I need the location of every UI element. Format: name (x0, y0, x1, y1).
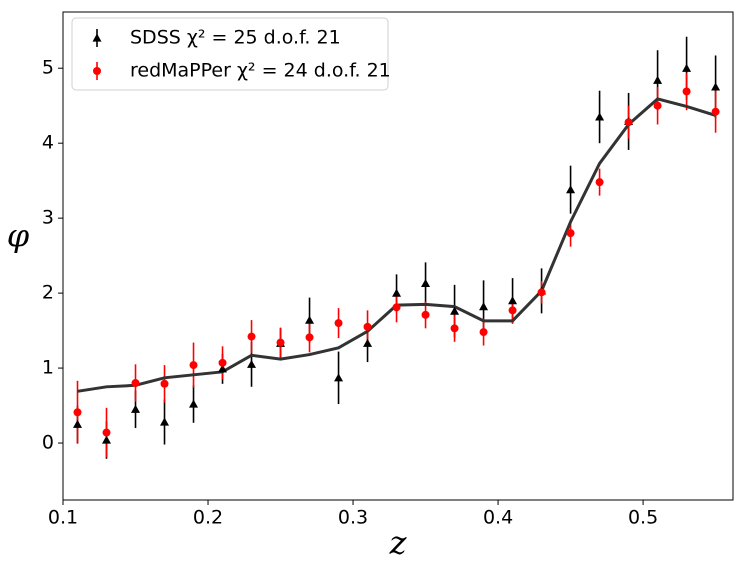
data-point (653, 101, 662, 110)
y-tick-label: 1 (42, 357, 54, 379)
model-line (77, 97, 717, 393)
data-point (479, 302, 489, 311)
plot-frame (62, 11, 734, 501)
y-tick-label: 5 (42, 57, 54, 79)
data-point (305, 333, 314, 342)
legend-label: SDSS χ² = 25 d.o.f. 21 (130, 27, 341, 49)
data-point (421, 278, 431, 287)
data-point (247, 332, 256, 341)
y-tick-label: 4 (42, 132, 54, 154)
x-tick-label: 0.5 (628, 507, 658, 529)
data-point (450, 306, 460, 315)
y-tick-label: 0 (42, 432, 54, 454)
data-point (392, 303, 401, 312)
data-point (334, 373, 344, 382)
data-point (363, 322, 372, 331)
data-point (334, 319, 343, 328)
data-point (595, 112, 605, 121)
data-point (711, 107, 720, 116)
x-tick-label: 0.4 (483, 507, 513, 529)
data-point (189, 399, 199, 408)
data-point (102, 435, 112, 444)
y-axis-label: φ (7, 217, 30, 255)
data-point (247, 359, 257, 368)
data-point (595, 178, 604, 187)
data-point (102, 428, 111, 437)
data-point (508, 306, 517, 315)
data-point (73, 408, 82, 417)
legend-box (71, 17, 389, 91)
data-point (711, 82, 721, 91)
legend-label: redMaPPer χ² = 24 d.o.f. 21 (130, 60, 391, 82)
y-tick-label: 3 (42, 207, 54, 229)
data-point (160, 417, 170, 426)
data-point (508, 296, 518, 305)
data-point (682, 87, 691, 96)
data-point (566, 185, 576, 194)
data-point (363, 338, 373, 347)
data-point (450, 324, 459, 333)
data-point (537, 288, 546, 297)
x-axis-label: z (389, 524, 408, 562)
data-point (682, 63, 692, 72)
data-point (276, 338, 285, 347)
data-point (189, 361, 198, 370)
x-tick-label: 0.3 (338, 507, 368, 529)
data-point (160, 379, 169, 388)
data-point (479, 328, 488, 337)
data-point (73, 419, 83, 428)
data-point (218, 358, 227, 367)
x-tick-label: 0.2 (193, 507, 223, 529)
data-point (624, 118, 633, 127)
data-point (653, 75, 663, 84)
y-tick-label: 2 (42, 282, 54, 304)
data-point (218, 364, 228, 373)
x-tick-label: 0.1 (48, 507, 78, 529)
data-point (421, 310, 430, 319)
data-point (392, 288, 402, 297)
data-point (566, 229, 575, 238)
data-point (131, 404, 141, 413)
legend-marker (93, 67, 101, 75)
data-point (131, 379, 140, 388)
legend-marker (92, 33, 102, 42)
data-point (305, 315, 315, 324)
